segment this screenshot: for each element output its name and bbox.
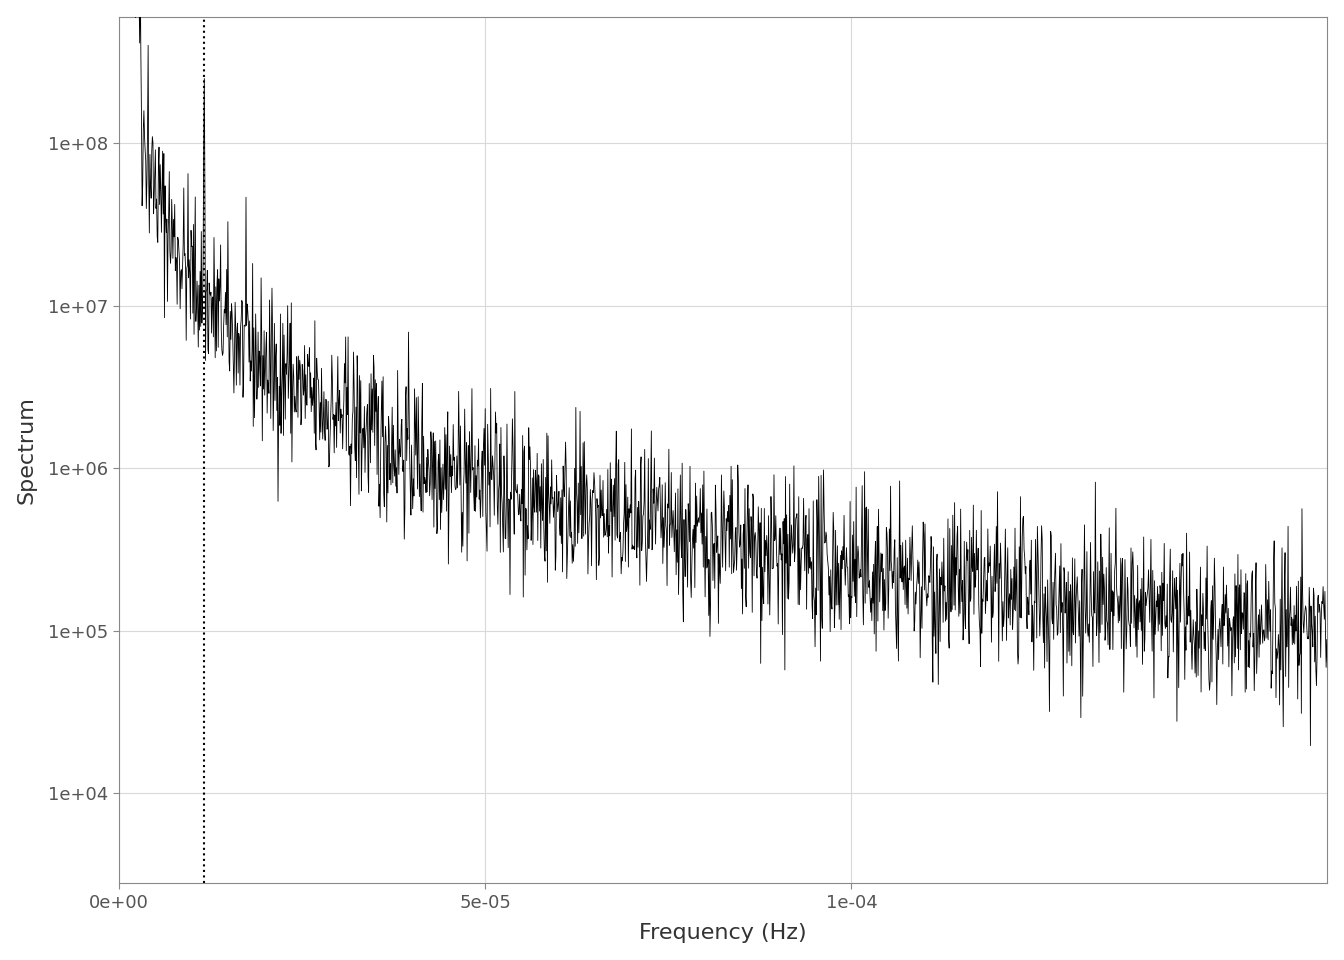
X-axis label: Frequency (Hz): Frequency (Hz) (640, 924, 806, 944)
Y-axis label: Spectrum: Spectrum (16, 396, 36, 504)
